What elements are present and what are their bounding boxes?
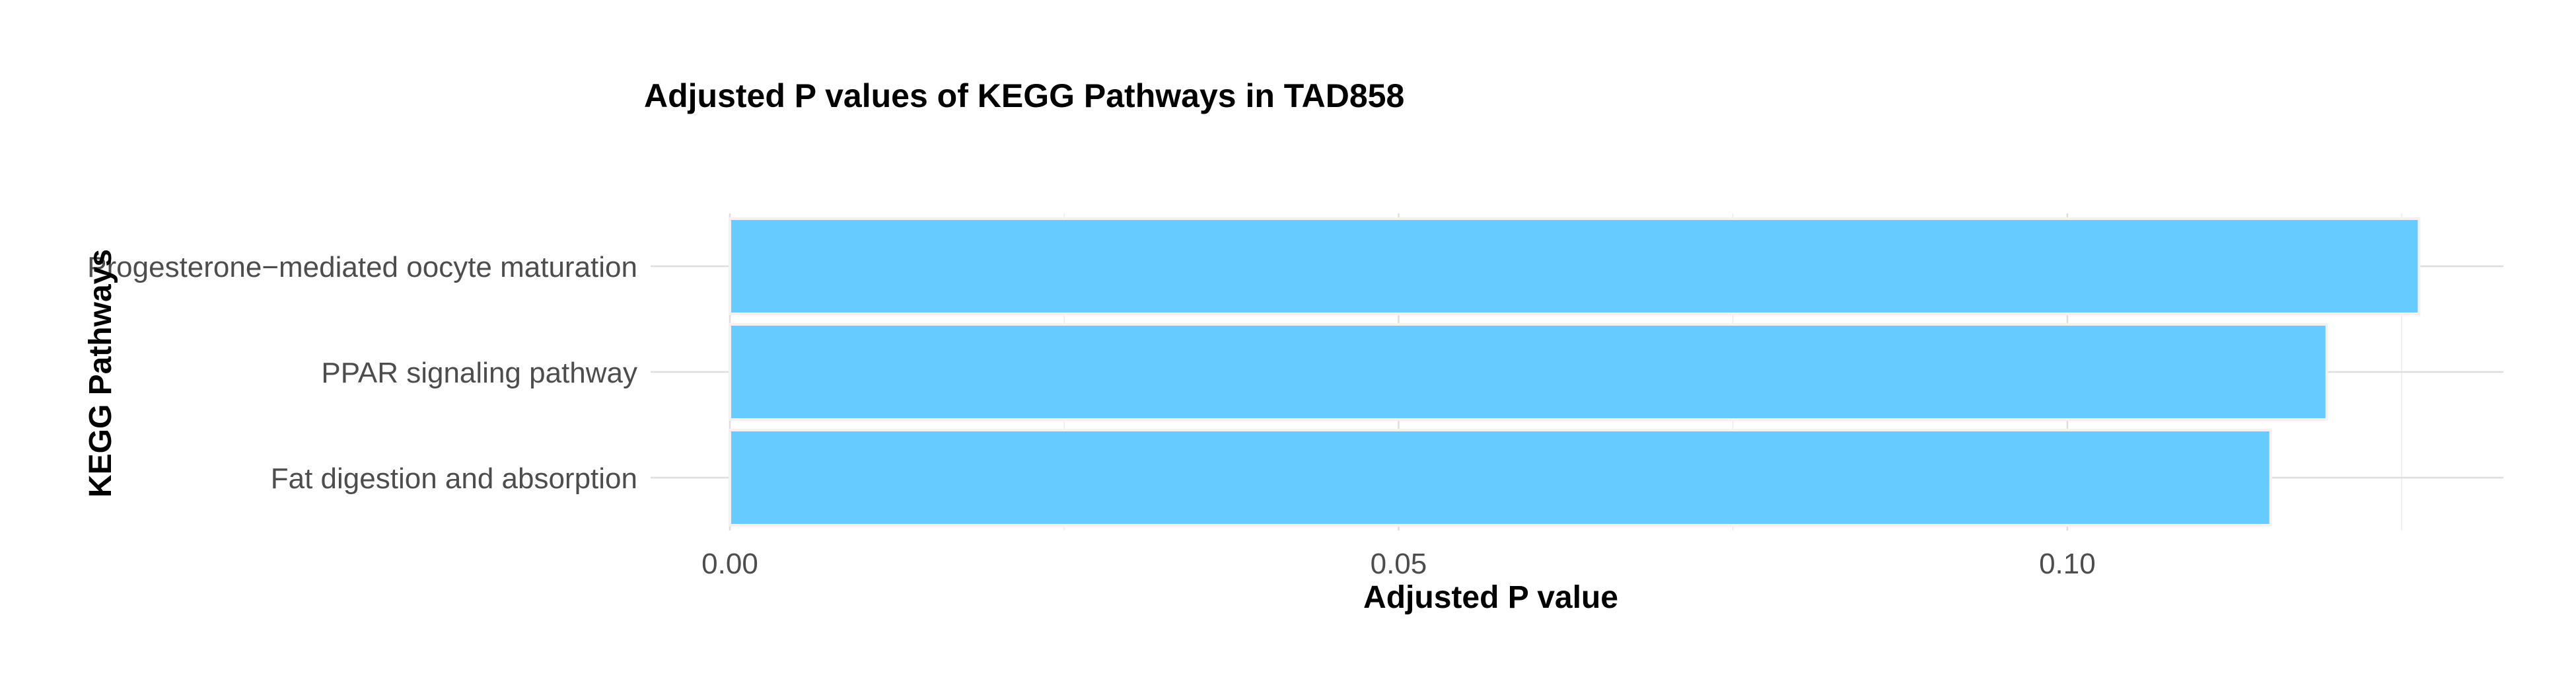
y-tick-labels: Progesterone−mediated oocyte maturation P… bbox=[87, 251, 637, 495]
bar-3 bbox=[729, 429, 2272, 527]
bar-1 bbox=[729, 217, 2421, 315]
bar-2 bbox=[729, 323, 2328, 421]
y-tick-label: Progesterone−mediated oocyte maturation bbox=[87, 251, 637, 283]
x-tick-label: 0.10 bbox=[2039, 548, 2096, 580]
x-tick-labels: 0.00 0.05 0.10 bbox=[701, 548, 2096, 580]
bar-layer bbox=[729, 217, 2421, 527]
x-tick-label: 0.00 bbox=[701, 548, 758, 580]
y-tick-label: Fat digestion and absorption bbox=[271, 462, 637, 495]
x-tick-label: 0.05 bbox=[1371, 548, 1427, 580]
chart-title: Adjusted P values of KEGG Pathways in TA… bbox=[644, 77, 1404, 114]
y-axis-title: KEGG Pathways bbox=[83, 249, 118, 497]
x-axis-title: Adjusted P value bbox=[1363, 580, 1618, 615]
y-tick-label: PPAR signaling pathway bbox=[321, 357, 637, 389]
